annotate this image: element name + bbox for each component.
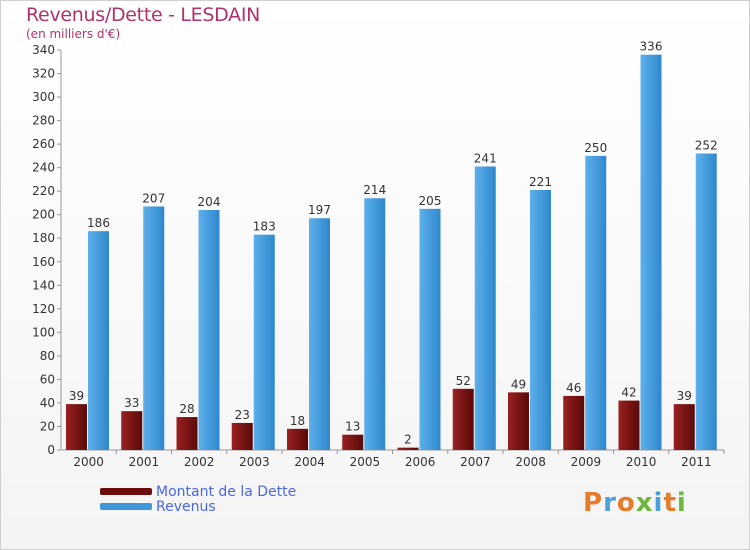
y-tick-label: 320 bbox=[32, 67, 55, 81]
data-label-revenus: 252 bbox=[695, 139, 718, 153]
logo-letter: i bbox=[676, 488, 687, 518]
data-label-dette: 13 bbox=[345, 420, 360, 434]
y-tick-label: 120 bbox=[32, 302, 55, 316]
data-label-revenus: 336 bbox=[640, 40, 663, 54]
y-tick-label: 280 bbox=[32, 114, 55, 128]
data-label-dette: 52 bbox=[456, 374, 471, 388]
data-label-dette: 46 bbox=[566, 381, 581, 395]
data-label-revenus: 250 bbox=[584, 141, 607, 155]
x-tick-label: 2005 bbox=[350, 455, 381, 469]
x-tick-label: 2008 bbox=[515, 455, 546, 469]
bar-dette bbox=[452, 388, 474, 450]
x-tick-label: 2010 bbox=[626, 455, 657, 469]
legend-swatch-dette bbox=[100, 488, 152, 495]
y-tick-label: 0 bbox=[47, 443, 55, 457]
bar-dette bbox=[176, 417, 198, 450]
data-label-dette: 23 bbox=[235, 408, 250, 422]
y-tick-label: 100 bbox=[32, 325, 55, 339]
logo-letter: P bbox=[583, 488, 604, 518]
x-tick-label: 2009 bbox=[571, 455, 602, 469]
logo-letter: i bbox=[653, 488, 664, 518]
legend-item-dette: Montant de la Dette bbox=[100, 483, 297, 500]
chart-legend: Montant de la Dette Revenus bbox=[100, 483, 297, 515]
bar-revenus bbox=[88, 231, 109, 450]
bar-dette bbox=[563, 395, 585, 450]
bar-revenus bbox=[419, 208, 441, 450]
y-tick-label: 300 bbox=[32, 90, 55, 104]
y-tick-label: 340 bbox=[32, 43, 55, 57]
x-tick-label: 2011 bbox=[681, 455, 712, 469]
x-tick-label: 2000 bbox=[73, 455, 104, 469]
bar-revenus bbox=[640, 54, 662, 451]
data-label-revenus: 241 bbox=[474, 151, 497, 165]
x-tick-label: 2001 bbox=[129, 455, 160, 469]
data-label-revenus: 183 bbox=[253, 220, 276, 234]
chart-title: Revenus/Dette - LESDAIN bbox=[26, 4, 261, 26]
y-tick-label: 160 bbox=[32, 255, 55, 269]
legend-item-revenus: Revenus bbox=[100, 498, 296, 515]
data-label-dette: 28 bbox=[179, 402, 194, 416]
y-tick-label: 180 bbox=[32, 231, 55, 245]
legend-swatch-revenus bbox=[100, 503, 152, 510]
logo-letter: r bbox=[603, 488, 617, 518]
bar-revenus bbox=[198, 210, 220, 450]
bar-revenus bbox=[530, 190, 551, 450]
data-label-revenus: 221 bbox=[529, 175, 552, 189]
logo-letter: o bbox=[616, 488, 636, 518]
y-tick-label: 40 bbox=[40, 396, 55, 410]
logo-letter: x bbox=[635, 488, 654, 518]
x-tick-label: 2004 bbox=[294, 455, 325, 469]
y-tick-label: 80 bbox=[40, 349, 55, 363]
data-label-dette: 18 bbox=[290, 414, 305, 428]
chart-subtitle: (en milliers d'€) bbox=[26, 27, 121, 41]
bar-dette bbox=[397, 447, 419, 450]
bar-dette bbox=[231, 422, 253, 450]
x-tick-label: 2007 bbox=[460, 455, 491, 469]
y-tick-label: 20 bbox=[40, 419, 55, 433]
y-tick-label: 220 bbox=[32, 184, 55, 198]
legend-label-revenus: Revenus bbox=[156, 498, 216, 515]
bar-revenus bbox=[585, 155, 607, 450]
bar-revenus bbox=[474, 166, 496, 450]
data-label-dette: 39 bbox=[677, 389, 692, 403]
bar-revenus bbox=[695, 153, 717, 450]
data-label-revenus: 214 bbox=[363, 183, 386, 197]
y-tick-label: 200 bbox=[32, 208, 55, 222]
x-tick-label: 2002 bbox=[184, 455, 215, 469]
y-tick-label: 260 bbox=[32, 137, 55, 151]
data-label-dette: 33 bbox=[124, 396, 139, 410]
x-tick-label: 2003 bbox=[239, 455, 270, 469]
data-label-dette: 2 bbox=[404, 433, 412, 447]
bar-dette bbox=[66, 404, 87, 450]
data-label-revenus: 205 bbox=[419, 194, 442, 208]
logo-letter: t bbox=[663, 488, 677, 518]
bar-revenus bbox=[309, 218, 330, 450]
bar-dette bbox=[618, 400, 640, 450]
bar-dette bbox=[508, 392, 529, 450]
data-label-revenus: 197 bbox=[308, 203, 331, 217]
bar-dette bbox=[287, 428, 308, 450]
y-tick-label: 240 bbox=[32, 161, 55, 175]
data-label-dette: 42 bbox=[621, 386, 636, 400]
data-label-revenus: 186 bbox=[87, 216, 110, 230]
legend-label-dette: Montant de la Dette bbox=[156, 483, 297, 500]
data-label-revenus: 204 bbox=[198, 195, 221, 209]
y-tick-label: 60 bbox=[40, 372, 55, 386]
bar-dette bbox=[121, 411, 143, 450]
bar-dette bbox=[342, 434, 364, 450]
y-tick-label: 140 bbox=[32, 278, 55, 292]
bar-revenus bbox=[143, 206, 165, 450]
data-label-revenus: 207 bbox=[142, 191, 165, 205]
bar-revenus bbox=[364, 198, 386, 450]
data-label-dette: 49 bbox=[511, 377, 526, 391]
bar-revenus bbox=[253, 234, 275, 450]
bar-dette bbox=[673, 404, 695, 450]
proxiti-logo: Proxiti bbox=[583, 488, 687, 518]
x-tick-label: 2006 bbox=[405, 455, 436, 469]
data-label-dette: 39 bbox=[69, 389, 84, 403]
